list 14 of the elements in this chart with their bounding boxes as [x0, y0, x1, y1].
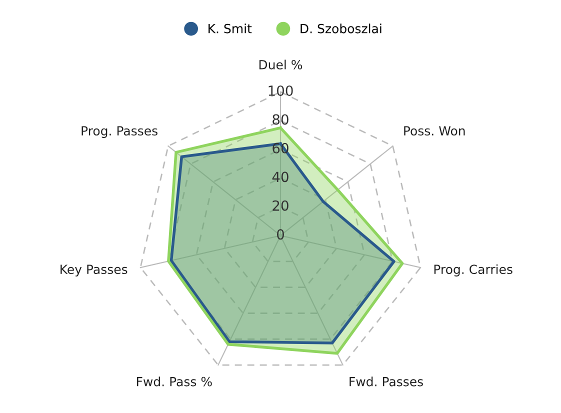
y-tick-label: 20 — [272, 200, 288, 211]
y-tick-label: 0 — [276, 229, 284, 240]
y-tick-label: 80 — [272, 114, 288, 125]
spoke-label: Poss. Won — [404, 126, 465, 136]
spoke-label: Key Passes — [60, 264, 128, 276]
spoke-label: Prog. Carries — [434, 264, 512, 276]
legend-label: K. Smit — [208, 24, 252, 34]
legend-label: D. Szoboszlai — [300, 24, 382, 34]
y-tick-label: 100 — [268, 85, 293, 96]
spoke-label: Fwd. Pass % — [136, 376, 212, 386]
spoke-label: Fwd. Passes — [350, 376, 423, 386]
y-tick-label: 40 — [272, 172, 288, 182]
spoke-label: Duel % — [259, 60, 302, 70]
spoke-label: Prog. Passes — [82, 126, 158, 138]
